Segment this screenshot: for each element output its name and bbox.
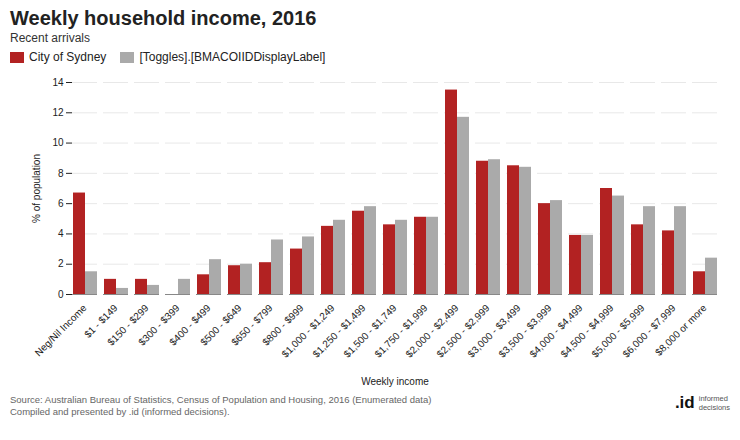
svg-text:0: 0 — [58, 289, 64, 300]
svg-text:$1,000 - $1,249: $1,000 - $1,249 — [279, 302, 337, 360]
html-text:informed decisions: informed decisions — [698, 394, 730, 412]
svg-text:$2,500 - $2,999: $2,500 - $2,999 — [434, 302, 492, 360]
svg-text:8: 8 — [58, 168, 64, 179]
svg-text:Neg/Nil Income: Neg/Nil Income — [33, 302, 89, 358]
svg-text:$400 - $499: $400 - $499 — [167, 302, 213, 348]
svg-text:$1 - $149: $1 - $149 — [82, 302, 120, 340]
svg-text:$1,750 - $1,999: $1,750 - $1,999 — [372, 302, 430, 360]
html-text:Weekly household income, 2016: Weekly household income, 2016 — [10, 7, 317, 29]
svg-text:$8,000 or more: $8,000 or more — [653, 302, 709, 358]
svg-text:14: 14 — [52, 77, 64, 88]
svg-text:4: 4 — [58, 228, 64, 239]
svg-text:2: 2 — [58, 258, 64, 269]
svg-text:$6,000 - $7,999: $6,000 - $7,999 — [620, 302, 678, 360]
svg-text:10: 10 — [52, 137, 64, 148]
svg-text:$500 - $649: $500 - $649 — [198, 302, 244, 348]
svg-text:$4,000 - $4,499: $4,000 - $4,499 — [527, 302, 585, 360]
svg-text:$5,000 - $5,999: $5,000 - $5,999 — [589, 302, 647, 360]
svg-text:$150 - $299: $150 - $299 — [105, 302, 151, 348]
svg-text:$1,250 - $1,499: $1,250 - $1,499 — [310, 302, 368, 360]
svg-text:$1,500 - $1,749: $1,500 - $1,749 — [341, 302, 399, 360]
svg-text:6: 6 — [58, 198, 64, 209]
svg-text:Weekly income: Weekly income — [361, 376, 429, 387]
html-text:Recent arrivals: Recent arrivals — [10, 31, 90, 45]
svg-text:$2,000 - $2,499: $2,000 - $2,499 — [403, 302, 461, 360]
html-text:Source: Australian Bureau of S: Source: Australian Bureau of Statistics,… — [10, 394, 432, 417]
html-text:[Toggles].[BMACOIIDDisplayLabe: [Toggles].[BMACOIIDDisplayLabel] — [139, 50, 326, 64]
svg-text:$800 - $999: $800 - $999 — [260, 302, 306, 348]
svg-text:$650 - $799: $650 - $799 — [229, 302, 275, 348]
svg-text:12: 12 — [52, 107, 64, 118]
svg-text:$4,500 - $4,999: $4,500 - $4,999 — [558, 302, 616, 360]
svg-text:$3,500 - $3,999: $3,500 - $3,999 — [496, 302, 554, 360]
svg-text:$300 - $399: $300 - $399 — [136, 302, 182, 348]
html-text:City of Sydney: City of Sydney — [29, 50, 107, 64]
html-text:.id: .id — [674, 393, 695, 412]
svg-text:% of population: % of population — [31, 154, 42, 223]
svg-text:$3,000 - $3,499: $3,000 - $3,499 — [465, 302, 523, 360]
